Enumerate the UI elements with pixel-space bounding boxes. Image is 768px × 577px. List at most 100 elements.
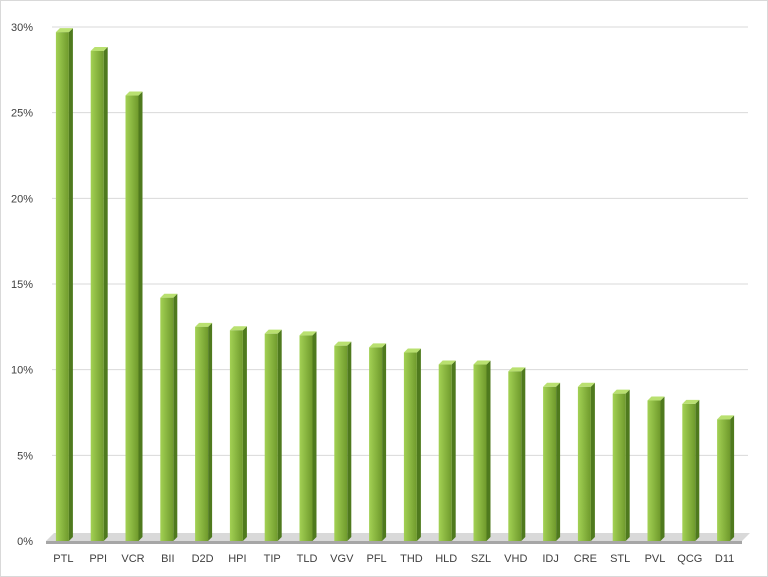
bar-stl — [612, 389, 630, 541]
x-tick-label: TIP — [264, 553, 281, 565]
bar-top — [682, 399, 700, 404]
x-tick-label: D2D — [192, 553, 214, 565]
bar-front — [717, 419, 731, 541]
x-tick-label: PFL — [367, 553, 387, 565]
bar-ptl — [55, 28, 73, 541]
bar-top — [508, 367, 526, 372]
bar-side — [590, 382, 595, 541]
x-tick-label: D11 — [715, 553, 734, 565]
y-tick-label: 15% — [11, 279, 33, 291]
bar-front — [195, 326, 209, 541]
floor-top — [46, 533, 750, 541]
y-tick-label: 0% — [17, 536, 33, 548]
x-axis-ticks: PTL PPI VCR BII D2D HPI TIP TLD VGV PFL THD HLD SZL V… — [53, 553, 734, 565]
bar-front — [369, 347, 383, 541]
floor-edge — [46, 541, 742, 544]
bar-side — [521, 367, 526, 541]
bar-front — [160, 297, 174, 541]
bar-front — [473, 364, 487, 541]
x-tick-label: PTL — [53, 553, 73, 565]
bar-side — [138, 91, 143, 542]
x-tick-label: SZL — [471, 553, 491, 565]
bar-side — [730, 415, 735, 541]
bar-side — [416, 348, 421, 541]
bar-side — [242, 326, 247, 541]
bar-hpi — [229, 326, 247, 541]
bar-top — [403, 348, 421, 353]
bar-top — [334, 341, 352, 346]
y-tick-label: 10% — [11, 365, 33, 377]
bar-side — [208, 322, 213, 541]
bar-top — [125, 91, 143, 96]
y-tick-label: 20% — [11, 193, 33, 205]
bar-d11 — [717, 415, 735, 541]
bar-top — [90, 46, 108, 51]
bar-front — [682, 403, 696, 541]
chart-floor — [46, 533, 750, 544]
bar-top — [647, 396, 665, 401]
bar-idj — [543, 382, 561, 541]
bar-top — [160, 293, 178, 298]
bar-top — [369, 343, 387, 348]
x-tick-label: BII — [161, 553, 174, 565]
bar-top — [473, 360, 491, 365]
bar-side — [277, 329, 282, 541]
bar-top — [717, 415, 735, 420]
bar-front — [90, 50, 104, 542]
bar-thd — [403, 348, 421, 541]
bar-qcg — [682, 399, 700, 541]
x-tick-label: STL — [610, 553, 630, 565]
x-tick-label: QCG — [677, 553, 702, 565]
bar-top — [55, 28, 73, 33]
bar-pvl — [647, 396, 665, 541]
bar-side — [451, 360, 456, 541]
bar-vhd — [508, 367, 526, 541]
x-tick-label: THD — [400, 553, 423, 565]
x-tick-label: CRE — [574, 553, 597, 565]
x-tick-label: PPI — [89, 553, 107, 565]
y-tick-label: 30% — [11, 22, 33, 34]
bar-side — [556, 382, 561, 541]
bar-top — [229, 326, 247, 331]
x-tick-label: TLD — [297, 553, 318, 565]
bar-front — [55, 32, 69, 541]
gridlines — [52, 26, 748, 456]
bar-side — [173, 293, 178, 541]
bar-ppi — [90, 46, 108, 542]
bar-top — [543, 382, 561, 387]
bar-front — [299, 335, 313, 541]
bar-bii — [160, 293, 178, 541]
bar-front — [612, 393, 626, 541]
bar-front — [438, 364, 452, 541]
bar-side — [103, 46, 108, 542]
bar-side — [347, 341, 352, 541]
bar-side — [625, 389, 630, 541]
bar-front — [264, 333, 278, 541]
bar-side — [312, 331, 317, 541]
bar-d2d — [195, 322, 213, 541]
bar-top — [195, 322, 213, 327]
bar-side — [382, 343, 387, 541]
bar-top — [612, 389, 630, 394]
bar-front — [334, 345, 348, 541]
bar-top — [299, 331, 317, 336]
bar-front — [403, 352, 417, 541]
bar-side — [486, 360, 491, 541]
bar-top — [264, 329, 282, 334]
x-tick-label: VCR — [121, 553, 144, 565]
bar-vgv — [334, 341, 352, 541]
x-tick-label: IDJ — [542, 553, 559, 565]
bar-tld — [299, 331, 317, 541]
x-tick-label: HLD — [435, 553, 457, 565]
y-tick-label: 5% — [17, 450, 33, 462]
bar-tip — [264, 329, 282, 541]
bar-front — [229, 330, 243, 541]
bar-szl — [473, 360, 491, 541]
bar-side — [695, 399, 700, 541]
bar-vcr — [125, 91, 143, 542]
y-tick-label: 25% — [11, 108, 33, 120]
bar-cre — [577, 382, 595, 541]
bar-side — [68, 28, 73, 541]
x-tick-label: VGV — [330, 553, 354, 565]
